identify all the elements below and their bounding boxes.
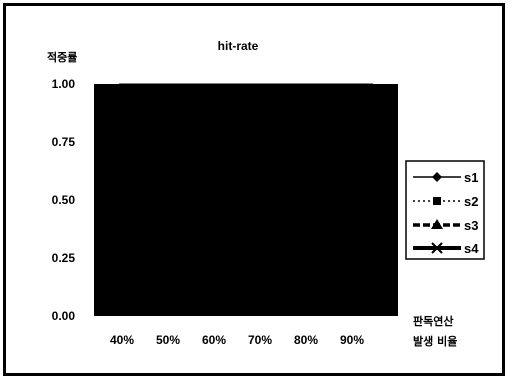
x-tick-label: 50%	[156, 333, 180, 347]
y-axis-title: 적중률	[47, 50, 77, 64]
x-tick-label: 70%	[248, 333, 272, 347]
x-axis-title-line-2: 발생 비율	[413, 334, 457, 348]
x-axis: 40% 50% 60% 70% 80% 90%	[110, 333, 364, 347]
y-tick-label: 0.25	[52, 251, 76, 265]
legend-label-s1: s1	[464, 170, 478, 185]
y-axis: 0.00 0.25 0.50 0.75 1.00	[52, 77, 76, 323]
legend-marker-s3	[431, 219, 443, 229]
y-tick-label: 0.50	[52, 193, 76, 207]
x-tick-label: 80%	[294, 333, 318, 347]
y-tick-label: 1.00	[52, 77, 76, 91]
legend-marker-s2	[433, 197, 441, 205]
x-tick-label: 90%	[340, 333, 364, 347]
legend-label-s2: s2	[464, 194, 478, 209]
y-tick-label: 0.00	[52, 309, 76, 323]
legend-marker-s1	[432, 172, 442, 182]
plot-area	[94, 84, 398, 316]
legend: s1 s2 s3 s4	[405, 160, 485, 260]
x-tick-label: 40%	[110, 333, 134, 347]
y-tick-label: 0.75	[52, 135, 76, 149]
x-axis-title-line-1: 판독연산	[413, 314, 453, 328]
legend-label-s4: s4	[464, 241, 479, 256]
chart-title: hit-rate	[218, 39, 259, 53]
legend-marker-s4	[431, 242, 443, 254]
legend-label-s3: s3	[464, 218, 478, 233]
x-tick-label: 60%	[202, 333, 226, 347]
